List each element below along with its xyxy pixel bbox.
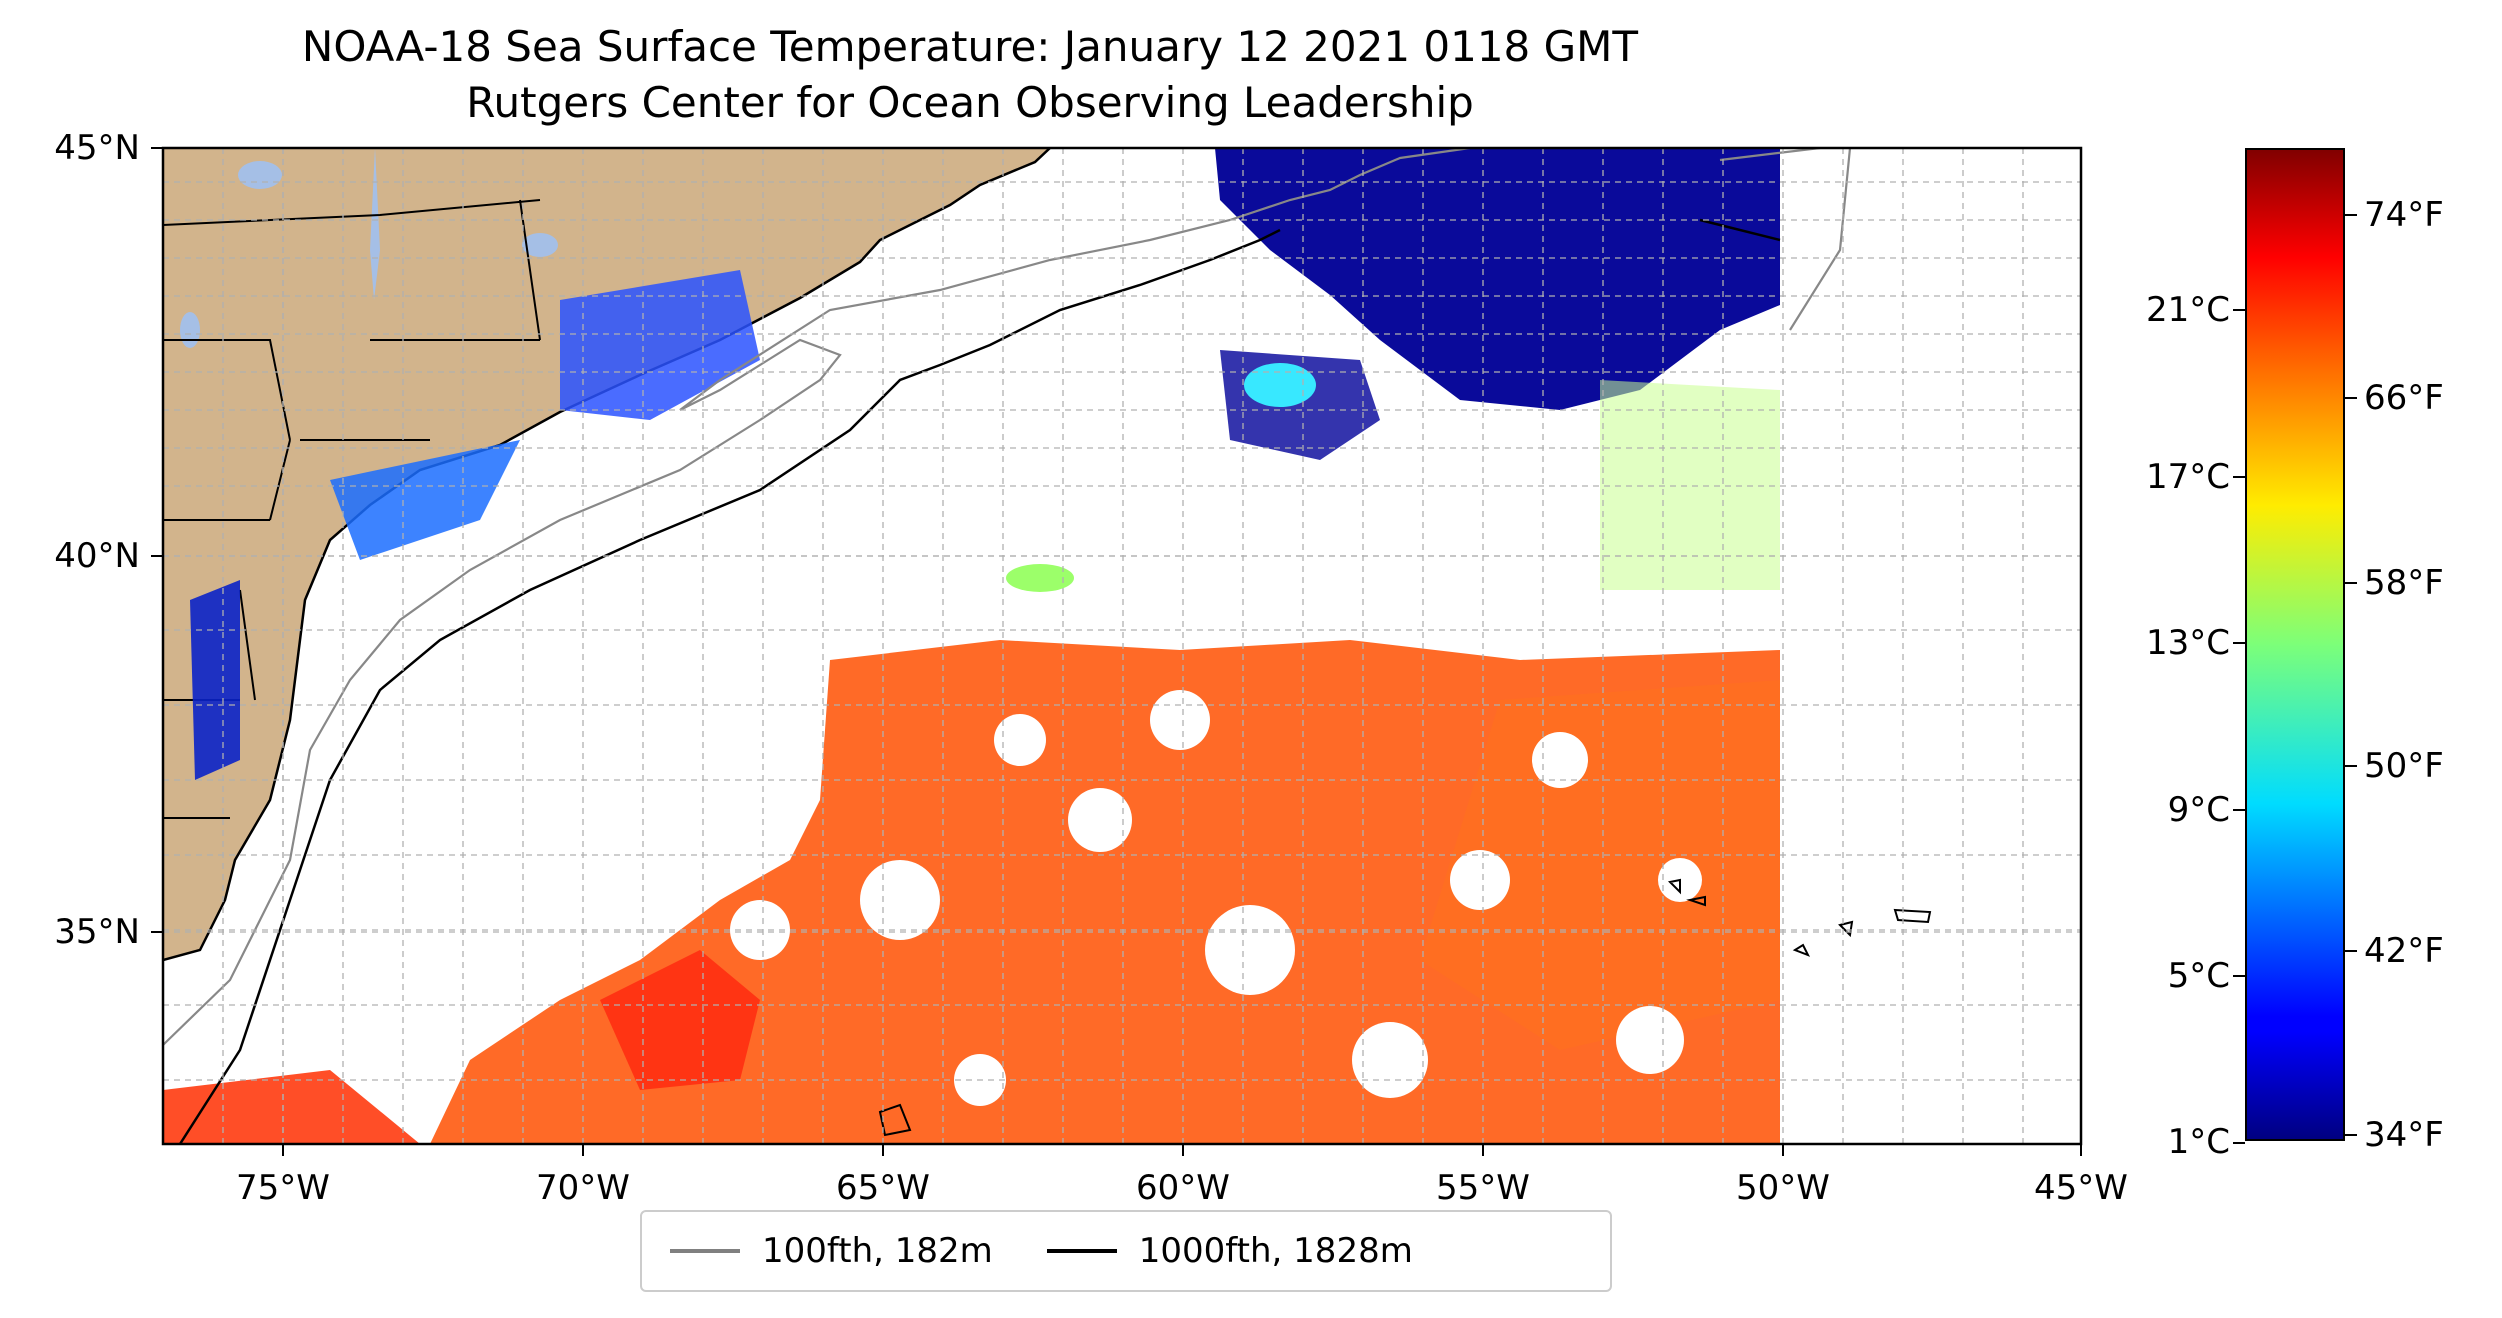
lon-tick-label: 75°W	[236, 1168, 330, 1208]
legend-line-black	[1046, 1249, 1117, 1253]
gridlines	[163, 148, 2081, 1144]
colorbar-celsius-label: 13°C	[2145, 623, 2230, 663]
colorbar-ticks	[2233, 214, 2357, 1144]
land-nova-scotia	[810, 150, 1000, 262]
colorbar-fahrenheit-label: 66°F	[2364, 378, 2444, 418]
colorbar-gradient	[2245, 148, 2345, 1141]
map-title: NOAA-18 Sea Surface Temperature: January…	[301, 22, 1639, 71]
colorbar	[2245, 148, 2345, 1141]
legend: 100fth, 182m 1000fth, 1828m	[640, 1210, 1612, 1292]
colorbar-celsius-label: 21°C	[2145, 290, 2230, 330]
map-subtitle: Rutgers Center for Ocean Observing Leade…	[466, 78, 1474, 127]
colorbar-fahrenheit-label: 50°F	[2364, 746, 2444, 786]
legend-label: 1000fth, 1828m	[1138, 1231, 1413, 1271]
map-frame	[161, 146, 2083, 1146]
lon-tick-label: 70°W	[536, 1168, 630, 1208]
lon-tick-label: 50°W	[1736, 1168, 1830, 1208]
lon-tick-label: 65°W	[836, 1168, 930, 1208]
legend-entry-100fth: 100fth, 182m	[670, 1231, 993, 1271]
lat-tick-label: 40°N	[54, 536, 140, 576]
legend-entry-1000fth: 1000fth, 1828m	[1046, 1231, 1413, 1271]
colorbar-fahrenheit-label: 42°F	[2364, 931, 2444, 971]
lat-tick-label: 35°N	[54, 912, 140, 952]
land-us-northeast	[163, 148, 1050, 960]
lat-tick-label: 45°N	[54, 128, 140, 168]
isobath-1000fth	[178, 218, 1781, 1144]
legend-label: 100fth, 182m	[762, 1231, 993, 1271]
colorbar-fahrenheit-label: 74°F	[2364, 195, 2444, 235]
lake-1	[238, 161, 282, 189]
lake-3	[180, 312, 200, 348]
cloud-gaps	[730, 690, 1702, 1106]
seamounts	[878, 878, 1932, 1137]
lon-tick-label: 45°W	[2034, 1168, 2128, 1208]
lon-tick-label: 55°W	[1436, 1168, 1530, 1208]
colorbar-celsius-label: 1°C	[2167, 1122, 2230, 1162]
colorbar-fahrenheit-label: 34°F	[2364, 1115, 2444, 1155]
colorbar-fahrenheit-label: 58°F	[2364, 563, 2444, 603]
legend-line-gray	[670, 1249, 740, 1253]
colorbar-celsius-label: 17°C	[2145, 457, 2230, 497]
colorbar-celsius-label: 5°C	[2167, 956, 2230, 996]
colorbar-celsius-label: 9°C	[2167, 790, 2230, 830]
lon-tick-label: 60°W	[1136, 1168, 1230, 1208]
lake-champlain	[370, 148, 380, 300]
tick-marks	[151, 147, 2082, 1156]
lake-2	[522, 233, 558, 257]
sst-warm-patches	[163, 640, 1780, 1144]
sst-cold-patches	[190, 148, 1780, 780]
